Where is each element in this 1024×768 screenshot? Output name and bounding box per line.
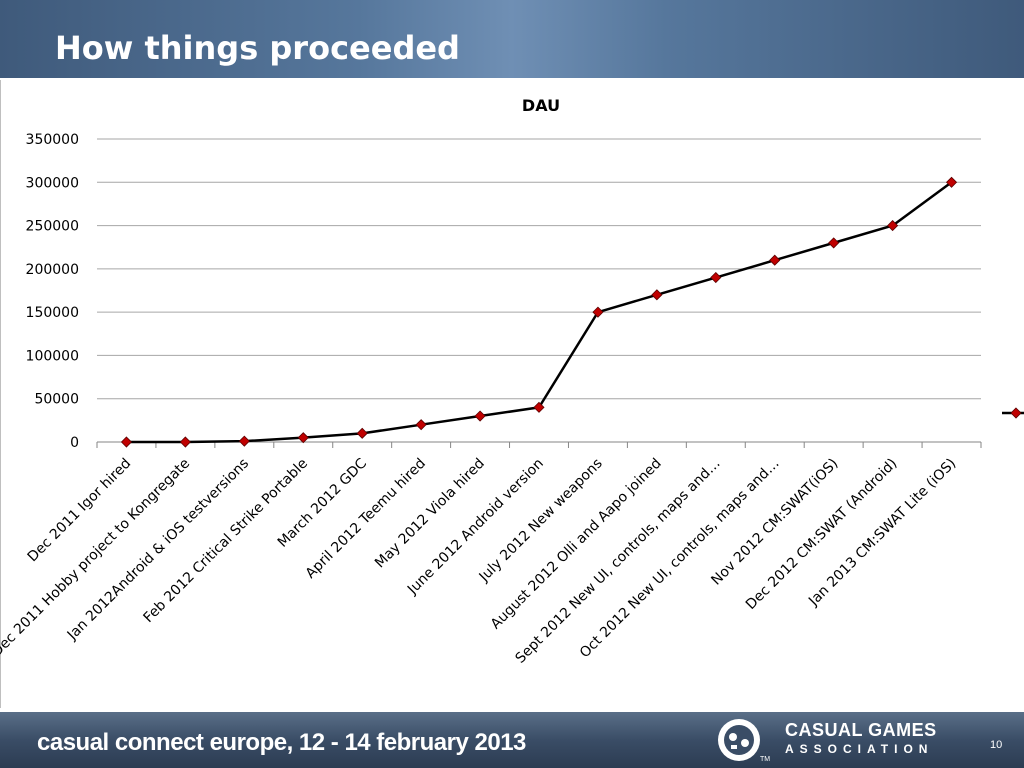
- data-point-marker: [120, 436, 133, 448]
- x-tick-label: Dec 2011 Igor hired: [25, 456, 135, 566]
- data-point-marker: [710, 271, 722, 284]
- chart-title: DAU: [522, 96, 560, 115]
- org-name: CASUAL GAMES ASSOCIATION: [785, 720, 937, 758]
- data-point-marker: [769, 254, 781, 266]
- y-tick-label: 100000: [26, 348, 79, 364]
- slide-title: How things proceeded: [55, 29, 460, 67]
- chart-area: [0, 80, 1024, 708]
- slide-footer: casual connect europe, 12 - 14 february …: [0, 712, 1024, 768]
- y-tick-label: 350000: [26, 132, 79, 148]
- data-point-marker: [238, 435, 250, 447]
- x-tick-label: July 2012 New weapons: [476, 456, 606, 586]
- y-tick-label: 50000: [34, 392, 79, 408]
- y-tick-label: 250000: [26, 219, 79, 235]
- data-point-marker: [945, 176, 958, 188]
- data-point-marker: [356, 427, 368, 439]
- x-axis-ticks: [96, 442, 982, 448]
- y-tick-label: 300000: [26, 175, 79, 191]
- legend-marker: [1010, 407, 1022, 419]
- x-tick-label: Sept 2012 New UI, controls, maps and…: [513, 456, 724, 667]
- y-tick-label: 0: [70, 435, 79, 451]
- legend: [1002, 407, 1024, 419]
- org-name-line2: ASSOCIATION: [785, 742, 934, 756]
- series-line-group: [120, 176, 958, 448]
- dau-line-chart: DAU 0 50000 100000 150000 200000 250000 300000…: [0, 96, 1024, 667]
- org-name-line1: CASUAL GAMES: [785, 720, 937, 740]
- data-point-marker: [651, 289, 663, 301]
- y-tick-label: 150000: [26, 305, 79, 321]
- x-tick-label: April 2012 Teemu hired: [303, 456, 429, 582]
- event-banner-text: casual connect europe, 12 - 14 february …: [37, 729, 526, 756]
- gridlines: [97, 138, 981, 443]
- trademark-mark: TM: [760, 756, 771, 763]
- slide-header: How things proceeded: [0, 0, 1024, 78]
- data-point-marker: [415, 419, 427, 431]
- data-point-marker: [297, 432, 309, 444]
- casual-games-association-logo-icon: [718, 719, 760, 761]
- x-tick-label: May 2012 Viola hired: [372, 456, 488, 572]
- data-point-marker: [179, 436, 191, 448]
- y-tick-label: 200000: [26, 262, 79, 278]
- data-point-marker: [887, 220, 899, 232]
- data-point-marker: [592, 306, 604, 318]
- x-tick-label: Oct 2012 New UI, controls, maps and…: [577, 456, 783, 662]
- y-axis-labels: 0 50000 100000 150000 200000 250000 300000 3500…: [26, 132, 79, 451]
- data-point-marker: [533, 401, 545, 413]
- page-number: 10: [990, 739, 1003, 751]
- data-point-marker: [474, 410, 486, 422]
- data-point-marker: [828, 237, 840, 249]
